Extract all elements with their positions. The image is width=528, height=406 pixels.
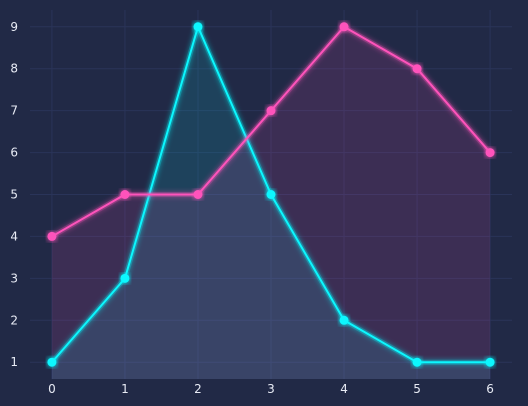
series-1-point-4 <box>339 22 349 32</box>
x-tick-label-0: 0 <box>48 382 56 396</box>
x-axis-ticks: 0 1 2 3 4 5 6 <box>48 382 494 396</box>
y-tick-label-5: 5 <box>10 188 18 202</box>
x-tick-label-4: 4 <box>340 382 348 396</box>
y-tick-label-6: 6 <box>10 146 18 160</box>
y-tick-label-7: 7 <box>10 104 18 118</box>
series-0-point-0 <box>47 357 57 367</box>
series-points <box>47 22 495 367</box>
y-tick-label-4: 4 <box>10 229 18 243</box>
y-tick-label-9: 9 <box>10 20 18 34</box>
y-tick-label-8: 8 <box>10 62 18 76</box>
series-1-point-1 <box>120 190 130 199</box>
x-tick-label-1: 1 <box>121 382 129 396</box>
series-1-point-6 <box>485 148 495 158</box>
series-1-area <box>51 26 491 380</box>
series-0-point-6 <box>485 357 495 367</box>
x-tick-label-2: 2 <box>194 382 202 396</box>
series-0-point-5 <box>412 357 422 367</box>
x-tick-label-5: 5 <box>413 382 421 396</box>
series-0-point-4 <box>339 315 349 325</box>
series-1-point-2 <box>193 190 203 199</box>
series-1-point-3 <box>266 106 276 116</box>
series-1-point-0 <box>47 231 57 241</box>
y-axis-ticks: 1 2 3 4 5 6 7 8 9 <box>10 20 18 369</box>
series-0-point-3 <box>266 190 276 199</box>
series-0-point-2 <box>193 22 203 32</box>
x-tick-label-3: 3 <box>267 382 275 396</box>
series-0-point-1 <box>120 273 130 283</box>
y-tick-label-1: 1 <box>10 355 18 369</box>
series-1-point-5 <box>412 64 422 74</box>
series-0-area <box>51 26 491 380</box>
y-tick-label-3: 3 <box>10 271 18 285</box>
series-areas <box>51 26 491 380</box>
y-tick-label-2: 2 <box>10 313 18 327</box>
x-tick-label-6: 6 <box>486 382 494 396</box>
